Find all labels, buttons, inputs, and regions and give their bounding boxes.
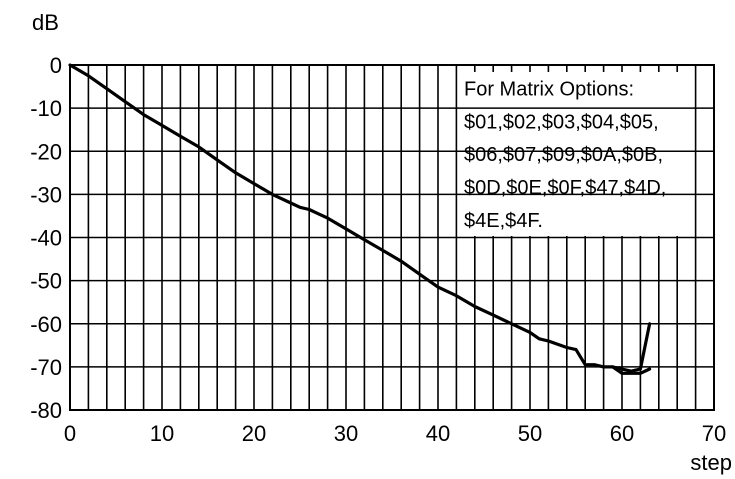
annotation-line: $01,$02,$03,$04,$05, — [464, 111, 659, 133]
x-tick-label: 70 — [702, 421, 726, 446]
y-axis-label: dB — [32, 10, 59, 35]
y-tick-label: -80 — [30, 398, 62, 423]
annotation-text: For Matrix Options: $01,$02,$03,$04,$05, $… — [464, 79, 666, 232]
x-axis-label: step — [690, 450, 732, 475]
data-series — [68, 63, 652, 375]
x-tick-label: 30 — [334, 421, 358, 446]
y-tick-labels: 0 -10 -20 -30 -40 -50 -60 -70 -80 — [30, 53, 62, 423]
series-line — [68, 63, 652, 375]
y-tick-label: -40 — [30, 226, 62, 251]
annotation-box-gridlines — [460, 107, 678, 196]
y-tick-label: -30 — [30, 182, 62, 207]
y-tick-label: -50 — [30, 269, 62, 294]
annotation-box — [460, 72, 678, 236]
annotation-line: $4E,$4F. — [464, 210, 543, 232]
x-tick-label: 50 — [518, 421, 542, 446]
x-tick-label: 60 — [610, 421, 634, 446]
annotation-line: $0D,$0E,$0F,$47,$4D, — [464, 177, 666, 199]
annotation-line: $06,$07,$09,$0A,$0B, — [464, 144, 663, 166]
x-tick-label: 0 — [64, 421, 76, 446]
y-tick-label: -10 — [30, 96, 62, 121]
y-tick-label: -70 — [30, 355, 62, 380]
y-tick-label: -60 — [30, 312, 62, 337]
x-tick-labels: 0 10 20 30 40 50 60 70 — [64, 421, 726, 446]
y-tick-label: -20 — [30, 139, 62, 164]
x-tick-label: 40 — [426, 421, 450, 446]
y-tick-label: 0 — [50, 53, 62, 78]
x-tick-label: 10 — [150, 421, 174, 446]
annotation-line: For Matrix Options: — [464, 79, 634, 101]
series-line — [611, 322, 652, 373]
x-tick-label: 20 — [242, 421, 266, 446]
plot-frame — [69, 64, 715, 411]
